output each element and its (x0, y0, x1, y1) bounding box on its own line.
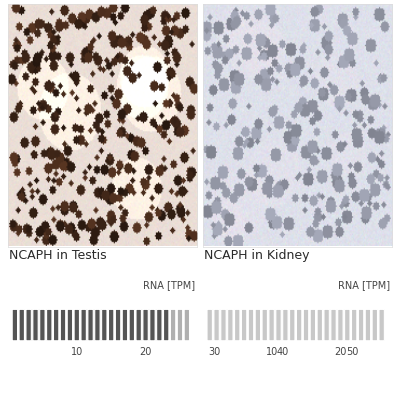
FancyBboxPatch shape (365, 309, 371, 341)
FancyBboxPatch shape (40, 309, 45, 341)
FancyBboxPatch shape (60, 309, 66, 341)
FancyBboxPatch shape (276, 309, 281, 341)
FancyBboxPatch shape (338, 309, 343, 341)
FancyBboxPatch shape (331, 309, 336, 341)
Text: 20: 20 (334, 347, 346, 357)
FancyBboxPatch shape (310, 309, 316, 341)
FancyBboxPatch shape (221, 309, 226, 341)
FancyBboxPatch shape (248, 309, 254, 341)
FancyBboxPatch shape (12, 309, 18, 341)
FancyBboxPatch shape (379, 309, 384, 341)
FancyBboxPatch shape (157, 309, 162, 341)
Text: 10: 10 (266, 347, 278, 357)
FancyBboxPatch shape (283, 309, 288, 341)
FancyBboxPatch shape (317, 309, 322, 341)
FancyBboxPatch shape (290, 309, 295, 341)
Text: 50: 50 (346, 347, 358, 357)
FancyBboxPatch shape (122, 309, 128, 341)
FancyBboxPatch shape (102, 309, 107, 341)
FancyBboxPatch shape (207, 309, 212, 341)
FancyBboxPatch shape (143, 309, 148, 341)
FancyBboxPatch shape (67, 309, 72, 341)
FancyBboxPatch shape (262, 309, 268, 341)
FancyBboxPatch shape (214, 309, 219, 341)
Text: 20: 20 (139, 347, 152, 357)
FancyBboxPatch shape (115, 309, 121, 341)
FancyBboxPatch shape (150, 309, 155, 341)
FancyBboxPatch shape (19, 309, 24, 341)
Text: 40: 40 (277, 347, 289, 357)
FancyBboxPatch shape (95, 309, 100, 341)
FancyBboxPatch shape (74, 309, 80, 341)
FancyBboxPatch shape (46, 309, 52, 341)
FancyBboxPatch shape (33, 309, 38, 341)
FancyBboxPatch shape (303, 309, 309, 341)
Text: RNA [TPM]: RNA [TPM] (143, 280, 195, 290)
FancyBboxPatch shape (242, 309, 247, 341)
FancyBboxPatch shape (352, 309, 357, 341)
FancyBboxPatch shape (26, 309, 31, 341)
FancyBboxPatch shape (129, 309, 134, 341)
FancyBboxPatch shape (136, 309, 141, 341)
FancyBboxPatch shape (345, 309, 350, 341)
FancyBboxPatch shape (54, 309, 59, 341)
FancyBboxPatch shape (184, 309, 190, 341)
FancyBboxPatch shape (81, 309, 86, 341)
Text: 10: 10 (71, 347, 83, 357)
Text: RNA [TPM]: RNA [TPM] (338, 280, 390, 290)
Text: NCAPH in Kidney: NCAPH in Kidney (204, 250, 310, 262)
FancyBboxPatch shape (296, 309, 302, 341)
Text: NCAPH in Testis: NCAPH in Testis (9, 250, 107, 262)
FancyBboxPatch shape (88, 309, 93, 341)
FancyBboxPatch shape (164, 309, 169, 341)
FancyBboxPatch shape (177, 309, 183, 341)
FancyBboxPatch shape (372, 309, 378, 341)
FancyBboxPatch shape (234, 309, 240, 341)
FancyBboxPatch shape (228, 309, 233, 341)
Text: 30: 30 (208, 347, 220, 357)
FancyBboxPatch shape (108, 309, 114, 341)
FancyBboxPatch shape (324, 309, 329, 341)
FancyBboxPatch shape (358, 309, 364, 341)
FancyBboxPatch shape (255, 309, 260, 341)
FancyBboxPatch shape (170, 309, 176, 341)
FancyBboxPatch shape (269, 309, 274, 341)
